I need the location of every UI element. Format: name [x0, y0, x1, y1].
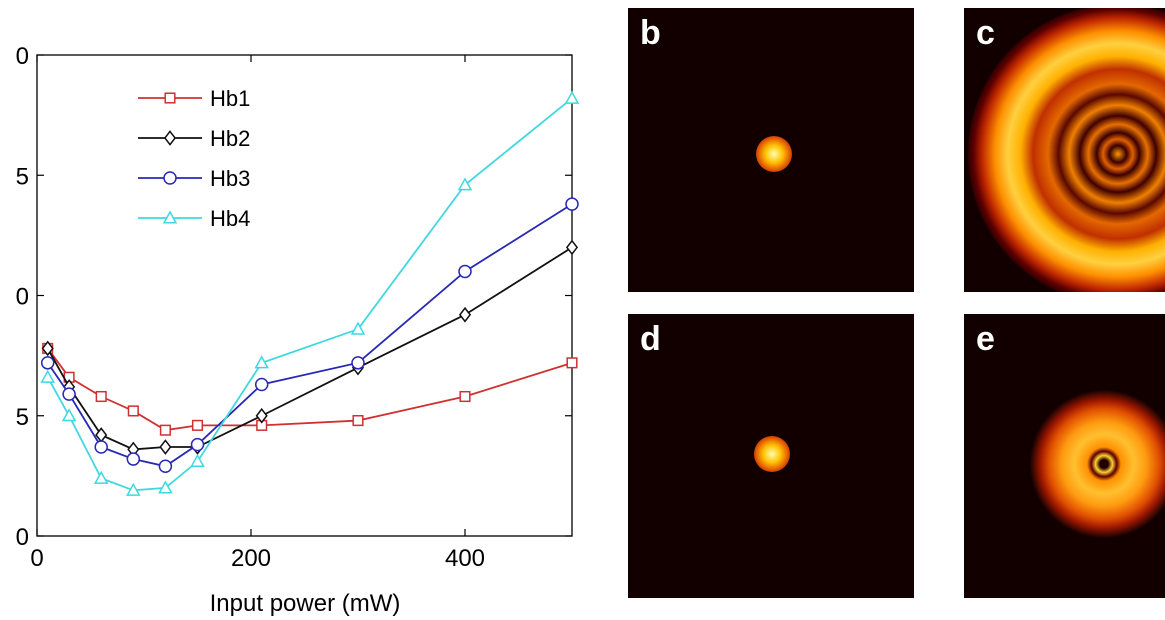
- data-point-hb3: [40, 356, 55, 370]
- x-tick-label: 400: [445, 545, 485, 572]
- beam-ring-pattern: [968, 8, 1165, 292]
- legend-marker: [162, 210, 178, 224]
- data-point-hb4: [126, 482, 141, 496]
- series-hb3: [40, 197, 579, 474]
- data-point-hb3: [351, 356, 365, 370]
- data-point-hb3: [126, 452, 141, 466]
- legend-item-hb3: Hb3: [138, 166, 250, 191]
- data-point-hb4: [564, 90, 580, 104]
- data-point-hb1: [159, 424, 171, 436]
- y-tick-label: 5: [16, 163, 29, 190]
- chart-axes: 0 200 400 0 5 0 5 0: [16, 43, 573, 572]
- data-point-hb1: [352, 415, 364, 427]
- x-tick-label: 200: [231, 545, 271, 572]
- data-point-hb2: [159, 439, 172, 455]
- beam-spot: [754, 436, 790, 472]
- chart-legend: Hb1 Hb2 Hb3 Hb4: [138, 86, 250, 231]
- data-point-hb1: [459, 390, 471, 403]
- legend-marker: [163, 130, 177, 146]
- data-point-hb3: [190, 437, 205, 452]
- panel-d: d: [628, 314, 914, 598]
- legend-label: Hb4: [210, 206, 250, 231]
- y-tick-label: 0: [16, 524, 29, 551]
- panel-c: c: [964, 8, 1165, 292]
- legend-item-hb1: Hb1: [138, 86, 250, 111]
- data-point-hb4: [350, 321, 366, 335]
- series-line-hb2: [46, 246, 573, 451]
- series-line-hb3: [46, 203, 573, 468]
- data-point-hb3: [458, 264, 472, 279]
- data-point-hb4: [254, 355, 269, 369]
- data-point-hb2: [41, 340, 54, 357]
- data-point-hb4: [457, 177, 473, 191]
- line-chart: 0 200 400 0 5 0 5 0 Hb1 Hb2 Hb3 Hb4 Input power (m…: [16, 43, 580, 617]
- beam-spot: [756, 136, 792, 172]
- x-tick-label: 0: [30, 545, 43, 572]
- series-hb1: [42, 342, 578, 436]
- legend-marker: [164, 92, 176, 104]
- data-point-hb3: [94, 440, 108, 454]
- panel-b: b: [628, 8, 914, 292]
- y-tick-label: 5: [16, 404, 29, 431]
- series-line-hb1: [46, 347, 573, 432]
- data-point-hb1: [191, 419, 204, 431]
- data-point-hb3: [254, 377, 269, 392]
- legend-label: Hb2: [210, 126, 250, 151]
- data-point-hb2: [458, 306, 472, 323]
- legend-item-hb4: Hb4: [138, 206, 250, 231]
- data-point-hb2: [255, 407, 268, 424]
- chart-series: [40, 90, 580, 496]
- beam-donut-pattern: [1029, 389, 1165, 539]
- y-tick-label: 0: [16, 284, 29, 311]
- x-axis-label: Input power (mW): [210, 590, 401, 617]
- panel-e: e: [964, 314, 1165, 598]
- data-point-hb2: [565, 239, 579, 256]
- plot-frame: [36, 54, 573, 537]
- data-point-hb4: [190, 453, 205, 467]
- series-hb4: [40, 90, 580, 496]
- panel-label-c: c: [976, 14, 995, 52]
- legend-label: Hb1: [210, 86, 250, 111]
- data-point-hb4: [93, 470, 109, 484]
- data-point-hb1: [566, 357, 578, 369]
- data-point-hb4: [61, 408, 77, 422]
- data-point-hb3: [158, 459, 173, 474]
- y-tick-label: 0: [16, 43, 29, 70]
- data-point-hb3: [62, 387, 76, 401]
- legend-marker: [163, 171, 177, 185]
- panel-label-b: b: [640, 14, 661, 52]
- data-point-hb1: [95, 390, 107, 403]
- panel-label-d: d: [640, 320, 661, 358]
- data-point-hb4: [158, 480, 173, 494]
- data-point-hb1: [127, 405, 139, 417]
- data-point-hb3: [565, 197, 579, 211]
- legend-item-hb2: Hb2: [138, 126, 250, 151]
- legend-label: Hb3: [210, 166, 250, 191]
- panel-label-e: e: [976, 320, 995, 358]
- data-point-hb4: [40, 369, 55, 383]
- series-line-hb4: [46, 97, 573, 492]
